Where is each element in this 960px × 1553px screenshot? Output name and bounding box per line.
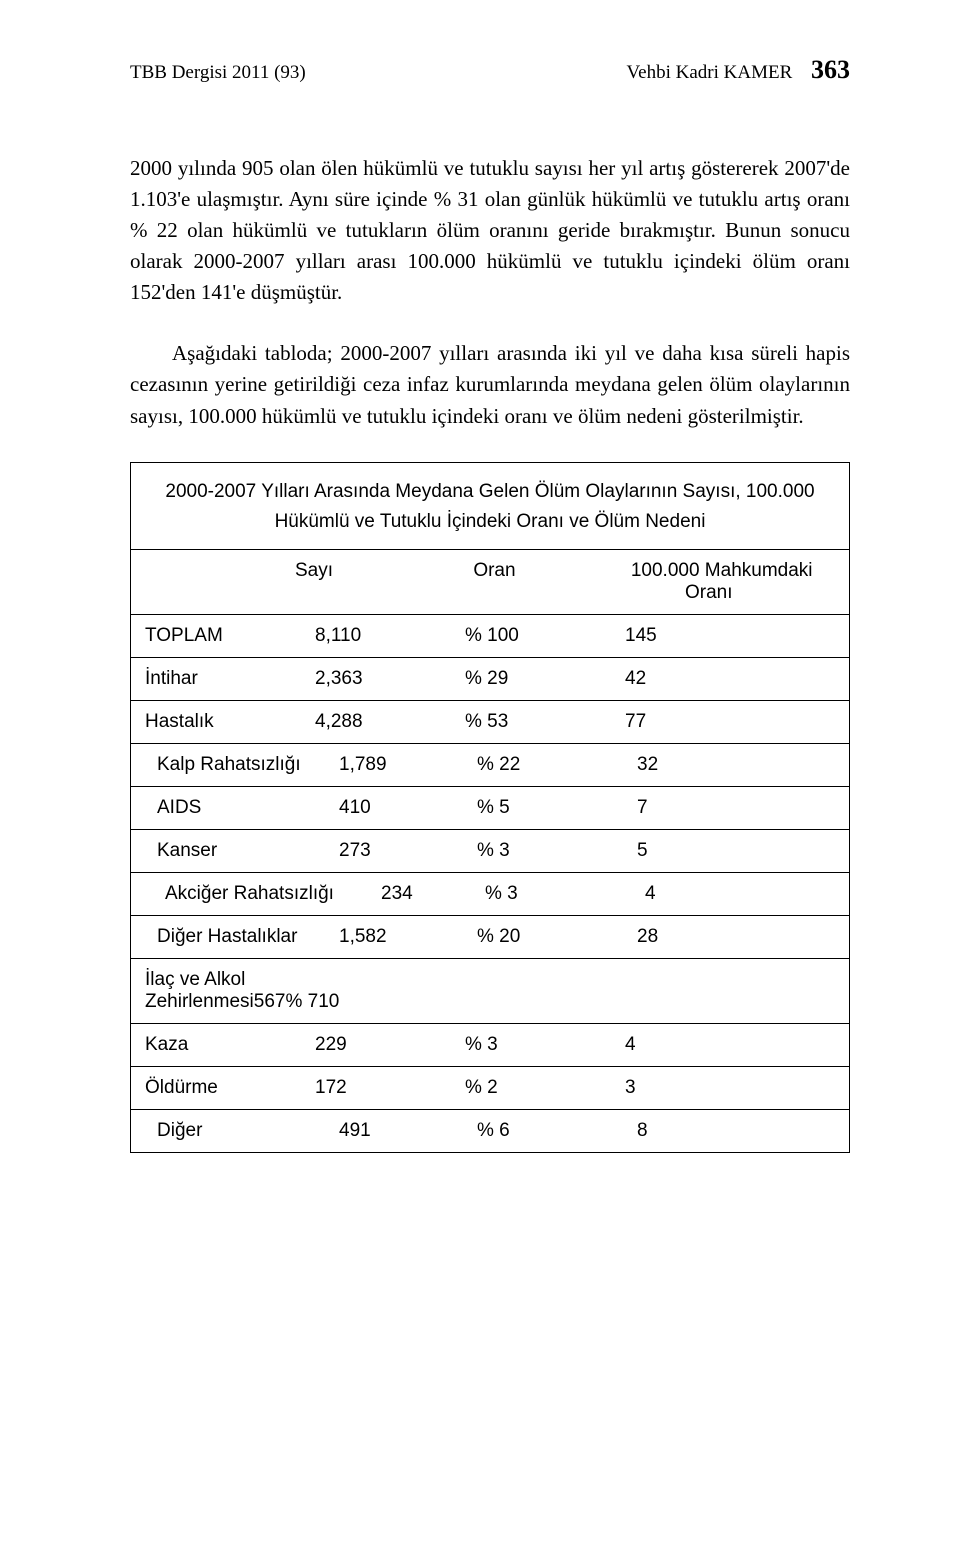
paragraph-2: Aşağıdaki tabloda; 2000-2007 yılları ara… xyxy=(130,338,850,431)
table-cell: Hastalık4,288% 5377 xyxy=(131,701,850,744)
deaths-table: 2000-2007 Yılları Arasında Meydana Gelen… xyxy=(130,462,850,1154)
table-row: Diğer491% 68 xyxy=(131,1110,850,1153)
table-header-row: Sayı Oran 100.000 Mahkumdaki Oranı xyxy=(131,550,850,615)
row-rate: 28 xyxy=(637,926,835,948)
page-number: 363 xyxy=(811,55,850,84)
table-cell: Kaza229% 34 xyxy=(131,1024,850,1067)
row-name: AIDS xyxy=(145,797,339,819)
page: TBB Dergisi 2011 (93) Vehbi Kadri KAMER … xyxy=(0,0,960,1553)
row-sayi: 410 xyxy=(339,797,477,819)
row-name: Diğer Hastalıklar xyxy=(145,926,339,948)
row-name: Akciğer Rahatsızlığı xyxy=(145,883,381,905)
row-rate: 42 xyxy=(625,668,835,690)
row-oran: % 3 xyxy=(477,840,637,862)
row-sayi: 234 xyxy=(381,883,485,905)
table-row: AIDS410% 57 xyxy=(131,787,850,830)
row-name: Kanser xyxy=(145,840,339,862)
row-oran: % 20 xyxy=(477,926,637,948)
author-name: Vehbi Kadri KAMER xyxy=(627,62,793,83)
row-sayi: 1,789 xyxy=(339,754,477,776)
table-row: Kanser273% 35 xyxy=(131,830,850,873)
row-name: Kaza xyxy=(145,1034,315,1056)
col-label-sayi: Sayı xyxy=(295,560,333,582)
table-cell: AIDS410% 57 xyxy=(131,787,850,830)
row-oran: % 22 xyxy=(477,754,637,776)
row-rate: 10 xyxy=(318,991,339,1012)
table-cell: İntihar2,363% 2942 xyxy=(131,658,850,701)
row-name: Kalp Rahatsızlığı xyxy=(145,754,339,776)
row-name: TOPLAM xyxy=(145,625,315,647)
row-sayi: 273 xyxy=(339,840,477,862)
row-sayi: 4,288 xyxy=(315,711,465,733)
paragraph-1: 2000 yılında 905 olan ölen hükümlü ve tu… xyxy=(130,153,850,308)
row-rate: 77 xyxy=(625,711,835,733)
row-sayi: 172 xyxy=(315,1077,465,1099)
row-name: İntihar xyxy=(145,668,315,690)
table-cell: İlaç ve AlkolZehirlenmesi567% 710 xyxy=(131,959,850,1024)
table-row: Diğer Hastalıklar1,582% 2028 xyxy=(131,916,850,959)
table-row: Akciğer Rahatsızlığı234% 34 xyxy=(131,873,850,916)
running-head: TBB Dergisi 2011 (93) Vehbi Kadri KAMER … xyxy=(130,55,850,85)
table-cell: Akciğer Rahatsızlığı234% 34 xyxy=(131,873,850,916)
row-oran: % 5 xyxy=(477,797,637,819)
table-row: Kaza229% 34 xyxy=(131,1024,850,1067)
col-label-orani: Oranı xyxy=(685,582,835,604)
journal-ref: TBB Dergisi 2011 (93) xyxy=(130,62,306,84)
row-oran: % 29 xyxy=(465,668,625,690)
table-row: Öldürme172% 23 xyxy=(131,1067,850,1110)
row-sayi: 491 xyxy=(339,1120,477,1142)
row-rate: 8 xyxy=(637,1120,835,1142)
table-row: Hastalık4,288% 5377 xyxy=(131,701,850,744)
table-row: İlaç ve AlkolZehirlenmesi567% 710 xyxy=(131,959,850,1024)
row-oran: % 53 xyxy=(465,711,625,733)
row-oran: % 3 xyxy=(465,1034,625,1056)
row-sayi: 567 xyxy=(254,991,286,1012)
row-rate: 4 xyxy=(625,1034,835,1056)
table-row: İntihar2,363% 2942 xyxy=(131,658,850,701)
table-cell: Diğer Hastalıklar1,582% 2028 xyxy=(131,916,850,959)
row-name: Öldürme xyxy=(145,1077,315,1099)
row-oran: % 7 xyxy=(285,991,318,1012)
table-cell: Diğer491% 68 xyxy=(131,1110,850,1153)
row-oran: % 3 xyxy=(485,883,645,905)
table-cell: Kanser273% 35 xyxy=(131,830,850,873)
row-oran: % 2 xyxy=(465,1077,625,1099)
author-pagenum: Vehbi Kadri KAMER 363 xyxy=(627,55,850,85)
row-name-line2: Zehirlenmesi xyxy=(145,991,254,1012)
col-label-mahkum: 100.000 Mahkumdaki xyxy=(631,560,813,582)
table-title-cell: 2000-2007 Yılları Arasında Meydana Gelen… xyxy=(131,462,850,550)
col-label-oran: Oran xyxy=(473,560,515,582)
row-name: Diğer xyxy=(145,1120,339,1142)
row-name: Hastalık xyxy=(145,711,315,733)
row-sayi: 229 xyxy=(315,1034,465,1056)
row-rate: 7 xyxy=(637,797,835,819)
table-header-cell: Sayı Oran 100.000 Mahkumdaki Oranı xyxy=(131,550,850,615)
table-cell: Kalp Rahatsızlığı1,789% 2232 xyxy=(131,744,850,787)
table-row: TOPLAM8,110% 100145 xyxy=(131,615,850,658)
row-name: İlaç ve Alkol xyxy=(145,969,315,991)
row-rate: 4 xyxy=(645,883,835,905)
table-cell: TOPLAM8,110% 100145 xyxy=(131,615,850,658)
row-sayi: 8,110 xyxy=(315,625,465,647)
table-cell: Öldürme172% 23 xyxy=(131,1067,850,1110)
row-rate: 3 xyxy=(625,1077,835,1099)
row-sayi: 1,582 xyxy=(339,926,477,948)
row-sayi: 2,363 xyxy=(315,668,465,690)
table-title-row: 2000-2007 Yılları Arasında Meydana Gelen… xyxy=(131,462,850,550)
row-rate: 32 xyxy=(637,754,835,776)
row-rate: 145 xyxy=(625,625,835,647)
table-row: Kalp Rahatsızlığı1,789% 2232 xyxy=(131,744,850,787)
row-rate: 5 xyxy=(637,840,835,862)
row-oran: % 6 xyxy=(477,1120,637,1142)
row-oran: % 100 xyxy=(465,625,625,647)
